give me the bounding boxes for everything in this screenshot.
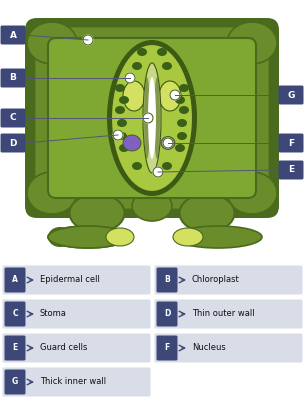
Text: C: C [12, 309, 18, 318]
Ellipse shape [48, 227, 72, 247]
Ellipse shape [177, 132, 187, 140]
Circle shape [153, 167, 163, 177]
Ellipse shape [132, 162, 142, 170]
Ellipse shape [179, 84, 189, 92]
Ellipse shape [119, 144, 129, 152]
Ellipse shape [132, 191, 172, 221]
Ellipse shape [157, 48, 167, 56]
Ellipse shape [162, 62, 172, 70]
Text: B: B [9, 73, 16, 83]
FancyBboxPatch shape [1, 134, 26, 153]
FancyBboxPatch shape [25, 18, 279, 218]
Ellipse shape [227, 172, 277, 214]
Ellipse shape [179, 194, 234, 232]
FancyBboxPatch shape [154, 300, 302, 328]
Ellipse shape [117, 119, 127, 127]
Text: D: D [164, 309, 170, 318]
Ellipse shape [177, 119, 187, 127]
Circle shape [113, 130, 123, 140]
Text: Thick inner wall: Thick inner wall [40, 377, 106, 386]
Ellipse shape [161, 136, 175, 149]
Text: Chloroplast: Chloroplast [192, 275, 240, 284]
Text: E: E [12, 343, 18, 352]
Text: E: E [288, 166, 294, 175]
Text: G: G [12, 377, 18, 386]
Ellipse shape [27, 22, 77, 64]
Ellipse shape [132, 62, 142, 70]
Ellipse shape [143, 63, 161, 173]
Ellipse shape [107, 40, 197, 196]
Ellipse shape [106, 228, 134, 246]
Circle shape [143, 113, 153, 123]
Text: A: A [12, 275, 18, 284]
FancyBboxPatch shape [157, 301, 178, 326]
Ellipse shape [48, 226, 128, 248]
FancyBboxPatch shape [157, 267, 178, 292]
Text: Nucleus: Nucleus [192, 343, 226, 352]
FancyBboxPatch shape [2, 266, 150, 294]
Ellipse shape [175, 96, 185, 104]
FancyBboxPatch shape [2, 333, 150, 362]
Ellipse shape [27, 172, 77, 214]
Circle shape [163, 138, 173, 148]
Ellipse shape [111, 44, 193, 192]
Text: C: C [10, 113, 16, 122]
Ellipse shape [154, 77, 160, 159]
Ellipse shape [179, 106, 189, 114]
Ellipse shape [119, 96, 129, 104]
Ellipse shape [227, 22, 277, 64]
Ellipse shape [137, 48, 147, 56]
FancyBboxPatch shape [1, 109, 26, 128]
FancyBboxPatch shape [278, 85, 303, 104]
Text: D: D [9, 139, 17, 147]
FancyBboxPatch shape [278, 160, 303, 179]
FancyBboxPatch shape [5, 267, 26, 292]
Ellipse shape [48, 226, 128, 248]
Ellipse shape [159, 81, 181, 111]
Text: A: A [9, 30, 16, 40]
Ellipse shape [70, 194, 125, 232]
Circle shape [125, 73, 135, 83]
Text: Thin outer wall: Thin outer wall [192, 309, 255, 318]
Text: Epidermal cell: Epidermal cell [40, 275, 100, 284]
Ellipse shape [175, 144, 185, 152]
Text: Stoma: Stoma [40, 309, 67, 318]
FancyBboxPatch shape [157, 335, 178, 360]
Ellipse shape [117, 132, 127, 140]
FancyBboxPatch shape [48, 38, 256, 198]
FancyBboxPatch shape [2, 300, 150, 328]
Ellipse shape [148, 77, 156, 159]
FancyBboxPatch shape [1, 68, 26, 87]
Ellipse shape [123, 81, 145, 111]
FancyBboxPatch shape [154, 333, 302, 362]
Ellipse shape [174, 226, 262, 248]
Text: F: F [164, 343, 170, 352]
Ellipse shape [123, 135, 141, 151]
FancyBboxPatch shape [154, 266, 302, 294]
FancyBboxPatch shape [5, 335, 26, 360]
FancyBboxPatch shape [5, 369, 26, 394]
Ellipse shape [173, 228, 203, 246]
FancyBboxPatch shape [5, 301, 26, 326]
Text: G: G [287, 90, 295, 100]
Ellipse shape [162, 162, 172, 170]
FancyBboxPatch shape [278, 134, 303, 153]
Ellipse shape [115, 84, 125, 92]
FancyBboxPatch shape [2, 367, 150, 396]
Text: Guard cells: Guard cells [40, 343, 87, 352]
FancyBboxPatch shape [1, 26, 26, 45]
Text: F: F [288, 139, 294, 147]
FancyBboxPatch shape [34, 26, 270, 210]
Ellipse shape [115, 106, 125, 114]
Circle shape [170, 90, 180, 100]
Circle shape [83, 35, 93, 45]
Text: B: B [164, 275, 170, 284]
Ellipse shape [144, 77, 150, 159]
